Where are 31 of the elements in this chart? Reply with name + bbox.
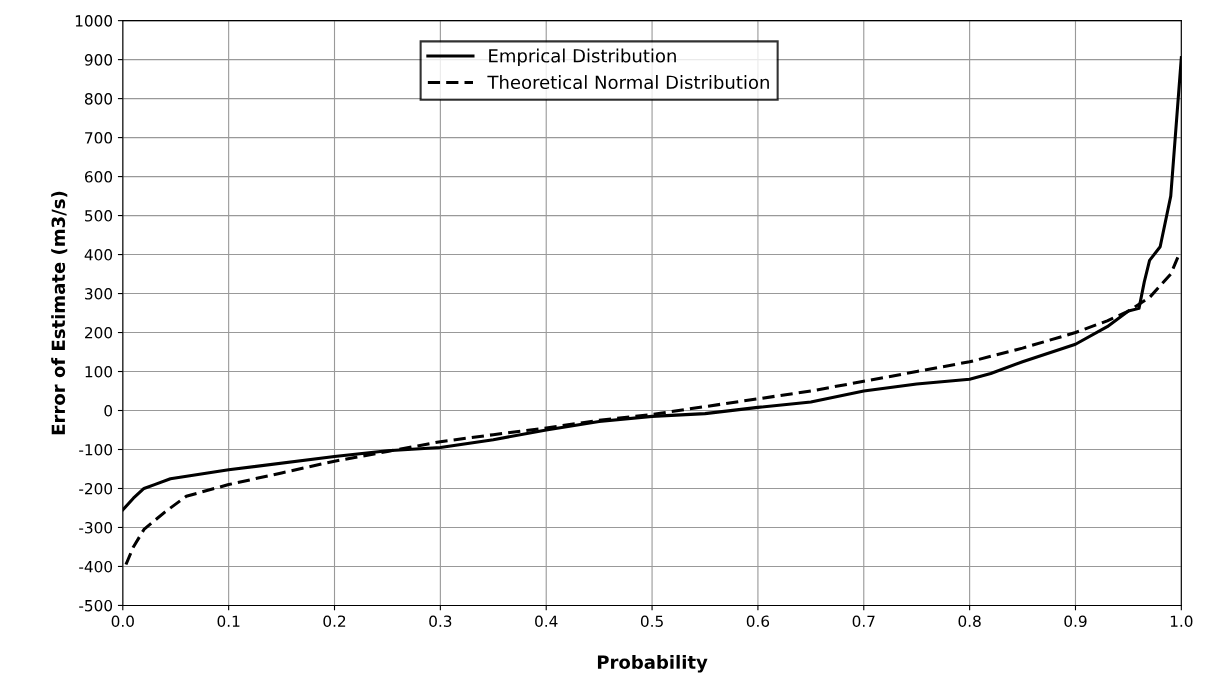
x-tick-label: 0.4 (535, 615, 558, 627)
x-tick-label: 1.0 (1170, 615, 1193, 627)
y-tick-label: 100 (85, 365, 113, 378)
y-tick-label: 1000 (75, 15, 113, 27)
x-tick-label: 0.0 (111, 615, 134, 627)
y-tick-label: -100 (79, 443, 113, 456)
y-tick-label: 900 (84, 54, 113, 66)
x-tick-label: 0.3 (429, 615, 452, 627)
x-tick-label: 0.8 (958, 615, 981, 627)
y-axis-title: Error of Estimate (m3/s) (51, 191, 68, 435)
x-axis-title: Probability (597, 654, 708, 673)
x-tick-label: 0.6 (746, 615, 770, 627)
y-tick-label: 300 (85, 288, 113, 300)
y-tick-label: 800 (84, 93, 113, 105)
y-tick-label: 600 (84, 171, 113, 183)
x-tick-label: 0.5 (640, 615, 663, 627)
x-tick-label: 0.2 (323, 615, 346, 627)
y-tick-label: -300 (79, 521, 113, 534)
x-tick-label: 0.1 (217, 615, 240, 627)
y-tick-label: 0 (104, 404, 113, 417)
legend-label: Emprical Distribution (489, 48, 676, 67)
x-tick-label: 0.9 (1064, 615, 1087, 627)
y-tick-label: 400 (84, 249, 113, 261)
legend-label: Theoretical Normal Distribution (487, 75, 769, 90)
y-tick-label: -500 (79, 599, 113, 612)
y-tick-label: 200 (85, 327, 113, 339)
y-tick-label: -200 (79, 482, 113, 495)
y-tick-label: -400 (79, 560, 113, 573)
y-tick-label: 500 (85, 210, 113, 222)
x-tick-label: 0.7 (852, 615, 875, 627)
y-tick-label: 700 (85, 132, 113, 144)
